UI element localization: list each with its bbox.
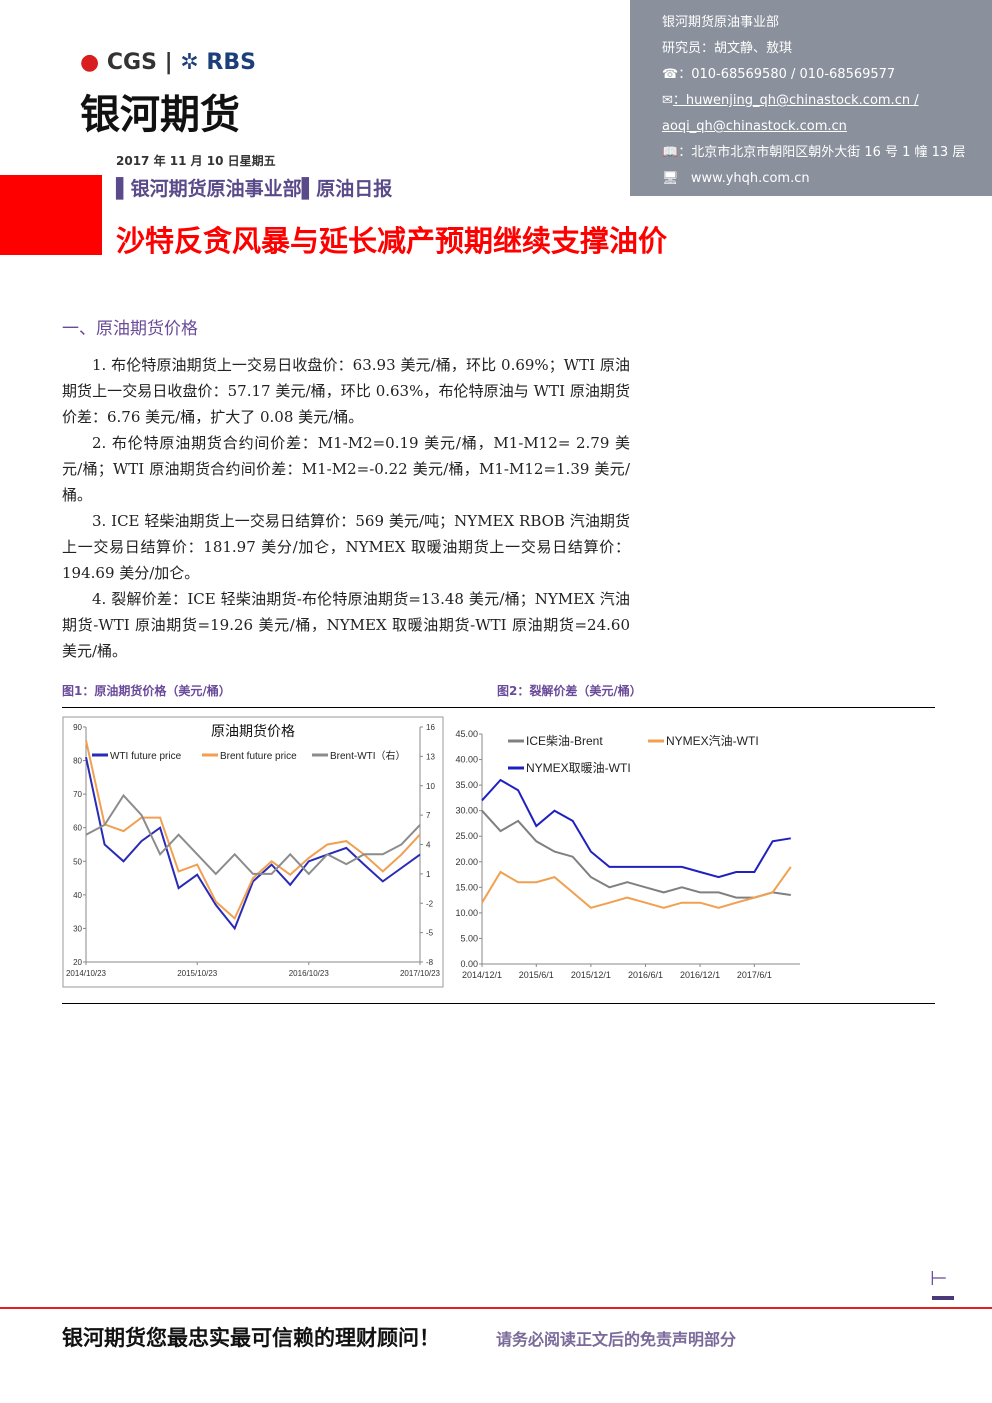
paragraph: 1. 布伦特原油期货上一交易日收盘价：63.93 美元/桶，环比 0.69%；W… [62, 356, 630, 426]
section-title: 一、原油期货价格 [62, 319, 198, 339]
y-tick-label: 60 [73, 824, 82, 833]
x-tick-label: 2016/12/1 [680, 970, 720, 980]
contact-line: ✉：huwenjing_qh@chinastock.com.cn / [662, 93, 919, 108]
chart: 20 30 40 50 60 70 80 90 -8 -5 -2 1 4 7 10 13 16 2014/10/2… [62, 716, 444, 988]
logo: ● CGS | ✲ RBS [80, 50, 256, 75]
contact-list: 银河期货原油事业部 研究员：胡文静、敖琪 ☎：010-68569580 / 01… [630, 0, 992, 192]
x-tick-label: 2014/12/1 [462, 970, 502, 980]
y-tick-label: 25.00 [455, 831, 478, 841]
contact-text: www.yhqh.com.cn [690, 171, 810, 186]
body-text: 1. 布伦特原油期货上一交易日收盘价：63.93 美元/桶，环比 0.69%；W… [62, 352, 630, 664]
paragraph: 3. ICE 轻柴油期货上一交易日结算价：569 美元/吨；NYMEX RBOB… [62, 512, 630, 582]
series-line [85, 740, 421, 921]
y-tick-label: 80 [73, 757, 82, 766]
y-tick-label: 90 [73, 723, 82, 732]
series-line [481, 778, 791, 879]
x-tick-label: 2015/12/1 [571, 970, 611, 980]
headline: 沙特反贪风暴与延长减产预期继续支撑油价 [116, 224, 668, 258]
figure-caption: 图1：原油期货价格（美元/桶） [62, 684, 231, 698]
y2-tick-label: -5 [426, 929, 434, 938]
y2-tick-label: 16 [426, 723, 435, 732]
y2-tick-label: 10 [426, 782, 435, 791]
chart: 0.00 5.00 10.00 15.00 20.00 25.00 30.00 35.00 40… [455, 729, 800, 980]
y2-tick-label: -8 [426, 958, 434, 967]
rule [62, 1003, 935, 1004]
page-icon: ⊢ [930, 1266, 948, 1290]
y-tick-label: 0.00 [460, 959, 478, 969]
contact-text: ：huwenjing_qh@chinastock.com.cn / [672, 93, 919, 108]
y-tick-label: 15.00 [455, 882, 478, 892]
y-tick-label: 40 [73, 891, 82, 900]
company-name: 银河期货 [80, 92, 240, 138]
y-tick-label: 35.00 [455, 780, 478, 790]
red-block [0, 175, 102, 255]
y2-tick-label: 4 [426, 841, 431, 850]
contact-line: 银河期货原油事业部 [662, 15, 780, 30]
page-bar [932, 1296, 954, 1300]
legend-label: NYMEX取暖油-WTI [526, 761, 631, 775]
y2-tick-label: -2 [426, 899, 434, 908]
contact-panel: 银河期货原油事业部 研究员：胡文静、敖琪 ☎：010-68569580 / 01… [630, 0, 992, 196]
series-line [85, 756, 421, 931]
contact-line: 📖：北京市北京市朝阳区朝外大街 16 号 1 幢 13 层 [662, 145, 966, 160]
y2-tick-label: 7 [426, 811, 431, 820]
footer-disclaimer: 请务必阅读正文后的免责声明部分 [496, 1330, 737, 1349]
series-line [481, 866, 792, 909]
y-tick-label: 40.00 [455, 755, 478, 765]
logo-brand: CGS [106, 50, 157, 75]
legend-label: ICE柴油-Brent [526, 734, 603, 748]
contact-text: ：010-68569580 / 010-68569577 [678, 67, 896, 82]
series-line [481, 810, 791, 899]
x-tick-label: 2017/10/23 [400, 969, 441, 978]
legend-label: Brent-WTI（右） [330, 749, 406, 762]
legend-label: Brent future price [220, 751, 297, 762]
y-tick-label: 30.00 [455, 806, 478, 816]
y2-tick-label: 1 [426, 870, 431, 879]
chart-title: 原油期货价格 [211, 723, 295, 739]
x-tick-label: 2016/10/23 [289, 969, 330, 978]
contact-text: ：北京市北京市朝阳区朝外大街 16 号 1 幢 13 层 [678, 145, 966, 160]
figure-caption: 图2：裂解价差（美元/桶） [497, 684, 642, 698]
report-date: 2017 年 11 月 10 日星期五 [116, 154, 276, 168]
y-tick-label: 70 [73, 790, 82, 799]
logo-partner: RBS [206, 50, 256, 75]
x-tick-label: 2014/10/23 [66, 969, 107, 978]
footer-slogan: 银河期货您最忠实最可信赖的理财顾问！ [62, 1326, 440, 1350]
y-tick-label: 30 [73, 924, 82, 933]
footer-rule [0, 1307, 992, 1309]
department: 银河期货原油事业部 [130, 178, 302, 200]
x-tick-label: 2016/6/1 [628, 970, 663, 980]
y-tick-label: 10.00 [455, 908, 478, 918]
y-tick-label: 20.00 [455, 857, 478, 867]
x-tick-label: 2017/6/1 [737, 970, 772, 980]
y-tick-label: 45.00 [455, 729, 478, 739]
y2-tick-label: 13 [426, 752, 435, 761]
y-tick-label: 5.00 [460, 933, 478, 943]
y-tick-label: 20 [73, 958, 82, 967]
report-name: 原油日报 [316, 178, 393, 200]
contact-line: aoqi_qh@chinastock.com.cn [662, 119, 847, 134]
x-tick-label: 2015/10/23 [177, 969, 218, 978]
plot-frame [62, 716, 444, 988]
paragraph: 2. 布伦特原油期货合约间价差：M1-M2=0.19 美元/桶，M1-M12= … [62, 434, 630, 504]
legend-label: WTI future price [110, 751, 182, 762]
rule [62, 707, 935, 708]
y-tick-label: 50 [73, 857, 82, 866]
contact-line: 研究员：胡文静、敖琪 [662, 41, 793, 56]
report-line: ▌银河期货原油事业部▌原油日报 [116, 178, 393, 200]
contact-line: 🖥 www.yhqh.com.cn [662, 171, 810, 186]
paragraph: 4. 裂解价差：ICE 轻柴油期货-布伦特原油期货=13.48 美元/桶；NYM… [62, 590, 630, 660]
contact-line: ☎：010-68569580 / 010-68569577 [662, 67, 896, 82]
series-line [85, 793, 421, 876]
x-tick-label: 2015/6/1 [519, 970, 554, 980]
legend-label: NYMEX汽油-WTI [666, 733, 759, 748]
